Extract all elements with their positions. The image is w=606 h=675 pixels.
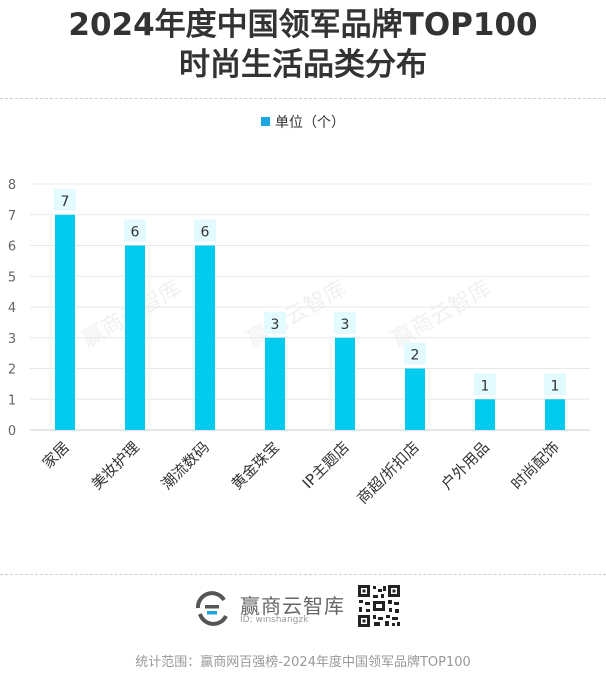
x-tick-label: 家居 xyxy=(39,438,73,472)
data-label-bg xyxy=(124,219,146,242)
qr-code-icon[interactable] xyxy=(356,583,402,629)
data-label-bg xyxy=(54,188,76,211)
y-tick-label: 0 xyxy=(8,424,16,439)
bar xyxy=(195,245,215,430)
data-label: 1 xyxy=(551,378,560,394)
bar xyxy=(125,245,145,430)
data-label-bg xyxy=(264,311,286,334)
bar xyxy=(55,214,75,430)
x-tick-label: 黄金珠宝 xyxy=(228,438,283,493)
gridlines xyxy=(30,183,590,431)
data-label: 3 xyxy=(271,317,280,333)
y-tick-label: 1 xyxy=(8,393,16,408)
footer-brand: 赢商云智库 xyxy=(240,594,345,618)
x-tick-label: 时尚配饰 xyxy=(508,438,563,493)
chart-title: 2024年度中国领军品牌TOP100 xyxy=(68,7,538,43)
data-labels: 7 6 6 3 3 2 1 1 xyxy=(54,188,566,396)
bars xyxy=(55,214,565,430)
brand-logo-icon xyxy=(196,591,228,626)
data-label: 3 xyxy=(341,317,350,333)
data-label: 6 xyxy=(131,225,140,241)
data-label-bg xyxy=(404,342,426,365)
bar xyxy=(475,399,495,430)
bar xyxy=(545,399,565,430)
x-tick-label: IP主题店 xyxy=(299,438,353,492)
data-label: 2 xyxy=(411,348,420,364)
legend-label: 单位（个） xyxy=(275,115,345,131)
x-tick-label: 潮流数码 xyxy=(158,438,213,493)
bar xyxy=(335,337,355,430)
y-tick-label: 4 xyxy=(8,301,16,316)
data-label-bg xyxy=(474,373,496,396)
bar xyxy=(265,337,285,430)
watermark-text: 赢商云智库 xyxy=(388,276,496,353)
y-tick-label: 2 xyxy=(8,363,16,378)
data-label: 1 xyxy=(481,378,490,394)
data-label-bg xyxy=(544,373,566,396)
x-tick-label: 商超/折扣店 xyxy=(353,438,422,507)
footer-divider xyxy=(0,574,606,575)
chart-subtitle: 时尚生活品类分布 xyxy=(179,47,427,83)
bar xyxy=(405,368,425,430)
y-tick-label: 3 xyxy=(8,332,16,347)
y-tick-label: 7 xyxy=(8,209,16,224)
legend-swatch xyxy=(261,117,270,126)
footer-brand-id: ID: winshangzk xyxy=(240,615,309,625)
data-label: 7 xyxy=(61,194,70,210)
legend: 单位（个） xyxy=(0,112,606,132)
data-label-bg xyxy=(334,311,356,334)
x-tick-label: 美妆护理 xyxy=(88,438,143,493)
header-divider xyxy=(0,98,606,99)
x-axis-ticks: 家居 美妆护理 潮流数码 黄金珠宝 IP主题店 商超/折扣店 户外用品 时尚配饰 xyxy=(39,438,563,507)
data-source-note: 统计范围：赢商网百强榜-2024年度中国领军品牌TOP100 xyxy=(135,655,471,670)
data-label-bg xyxy=(194,219,216,242)
data-label: 6 xyxy=(201,225,210,241)
x-tick-label: 户外用品 xyxy=(438,438,493,493)
y-tick-label: 8 xyxy=(8,178,16,193)
y-tick-label: 5 xyxy=(8,270,16,285)
y-axis-ticks: 0 1 2 3 4 5 6 7 8 xyxy=(8,178,16,439)
y-tick-label: 6 xyxy=(8,240,16,255)
